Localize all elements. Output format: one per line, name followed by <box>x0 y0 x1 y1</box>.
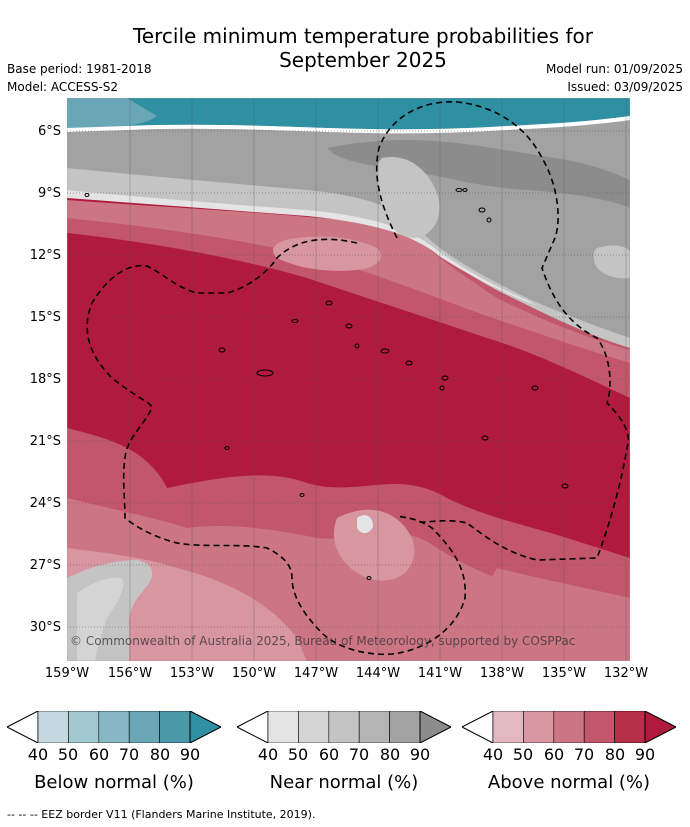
colorbar-near-title: Near normal (%) <box>269 772 419 793</box>
colorbar-below-title: Below normal (%) <box>34 772 194 793</box>
colorbar-above-low-extend <box>462 711 494 743</box>
eez-border-marquesas <box>375 101 629 561</box>
near-normal-light-patch <box>377 157 440 238</box>
x-label-141w: 141°W <box>417 666 463 681</box>
cb-above-tick: 90 <box>634 745 656 764</box>
colorbar-swatch <box>267 711 299 743</box>
colorbar-swatch <box>553 711 585 743</box>
colorbar-swatch <box>389 711 421 743</box>
cb-above-tick: 70 <box>573 745 595 764</box>
near-normal-light-band <box>67 168 630 348</box>
cb-near-tick: 80 <box>379 745 401 764</box>
cb-below-tick: 90 <box>179 745 201 764</box>
model-run: Model run: 01/09/2025 <box>545 62 683 76</box>
cb-below-tick: 70 <box>118 745 140 764</box>
colorbar-swatch <box>68 711 100 743</box>
meta-left: Base period: 1981-2018 Model: ACCESS-S2 <box>7 60 152 96</box>
islands <box>84 188 569 580</box>
colorbar-above-normal <box>462 711 676 743</box>
colorbar-near-low-extend <box>237 711 269 743</box>
colorbar-swatch <box>128 711 160 743</box>
y-label-30s: 30°S <box>29 620 61 635</box>
cb-above-tick: 60 <box>543 745 565 764</box>
cb-near-tick: 60 <box>318 745 340 764</box>
y-label-27s: 27°S <box>29 558 61 573</box>
above-normal-60-right <box>481 568 630 661</box>
near-normal-white-edge <box>67 190 537 306</box>
title-line-1: Tercile minimum temperature probabilitie… <box>132 24 594 48</box>
near-normal-center-small <box>357 515 373 534</box>
above-normal-50-center <box>333 509 415 581</box>
model-name: Model: ACCESS-S2 <box>7 80 119 94</box>
colorbar-below-high-extend <box>189 711 221 743</box>
colorbar-near-normal <box>237 711 451 743</box>
colorbar-swatch <box>583 711 615 743</box>
colorbar-swatch <box>159 711 191 743</box>
map-title: Tercile minimum temperature probabilitie… <box>0 24 690 72</box>
cb-near-tick: 90 <box>409 745 431 764</box>
x-label-150w: 150°W <box>231 666 277 681</box>
eez-border-french-polynesia <box>86 238 467 656</box>
colorbar-swatch <box>328 711 360 743</box>
cb-above-tick: 40 <box>482 745 504 764</box>
colorbar-swatch <box>98 711 130 743</box>
y-label-9s: 9°S <box>37 186 61 201</box>
x-label-159w: 159°W <box>44 666 90 681</box>
colorbar-below-normal <box>7 711 221 743</box>
cb-above-tick: 80 <box>604 745 626 764</box>
colorbar-near-high-extend <box>419 711 451 743</box>
above-normal-70-band <box>67 200 630 398</box>
x-label-138w: 138°W <box>479 666 525 681</box>
near-normal-lowerleft-inner <box>77 577 124 661</box>
above-normal-60-band <box>67 200 630 363</box>
eez-footnote: -- -- -- EEZ border V11 (Flanders Marine… <box>7 808 316 821</box>
colorbar-below-low-extend <box>7 711 39 743</box>
cb-below-tick: 40 <box>27 745 49 764</box>
x-label-144w: 144°W <box>355 666 401 681</box>
colorbar-swatch <box>523 711 555 743</box>
title-line-2: September 2025 <box>279 48 447 72</box>
cb-below-tick: 80 <box>149 745 171 764</box>
base-period: Base period: 1981-2018 <box>7 62 152 76</box>
cb-near-tick: 50 <box>287 745 309 764</box>
cb-above-tick: 50 <box>512 745 534 764</box>
colorbar-swatch <box>614 711 646 743</box>
y-label-6s: 6°S <box>37 124 61 139</box>
issued-date: Issued: 03/09/2025 <box>567 80 683 94</box>
colorbar-swatch <box>358 711 390 743</box>
graticule-meridians <box>129 98 627 661</box>
y-label-18s: 18°S <box>29 372 61 387</box>
below-normal-70-region <box>67 98 157 130</box>
x-label-156w: 156°W <box>107 666 153 681</box>
colorbar-swatch <box>298 711 330 743</box>
copyright-text: © Commonwealth of Australia 2025, Bureau… <box>70 634 575 648</box>
x-label-147w: 147°W <box>293 666 339 681</box>
below-normal-region <box>67 98 630 130</box>
colorbar-above-swatches <box>492 711 646 743</box>
graticule <box>67 130 630 628</box>
cb-below-tick: 60 <box>88 745 110 764</box>
below-normal-edge <box>67 116 630 134</box>
near-normal-light-right <box>593 245 630 279</box>
cb-near-tick: 40 <box>257 745 279 764</box>
probability-map[interactable]: © Commonwealth of Australia 2025, Bureau… <box>67 98 630 661</box>
y-label-12s: 12°S <box>29 248 61 263</box>
colorbar-above-high-extend <box>644 711 676 743</box>
colorbar-swatch <box>37 711 69 743</box>
colorbar-above-title: Above normal (%) <box>487 772 651 793</box>
cb-near-tick: 70 <box>348 745 370 764</box>
colorbar-swatch <box>492 711 524 743</box>
meta-right: Model run: 01/09/2025 Issued: 03/09/2025 <box>546 60 683 96</box>
x-label-135w: 135°W <box>541 666 587 681</box>
above-normal-50-band <box>273 236 381 271</box>
colorbar-below-swatches <box>37 711 191 743</box>
y-label-24s: 24°S <box>29 496 61 511</box>
x-label-153w: 153°W <box>169 666 215 681</box>
colorbar-near-swatches <box>267 711 421 743</box>
y-label-21s: 21°S <box>29 434 61 449</box>
cb-below-tick: 50 <box>57 745 79 764</box>
x-label-132w: 132°W <box>603 666 649 681</box>
y-label-15s: 15°S <box>29 310 61 325</box>
